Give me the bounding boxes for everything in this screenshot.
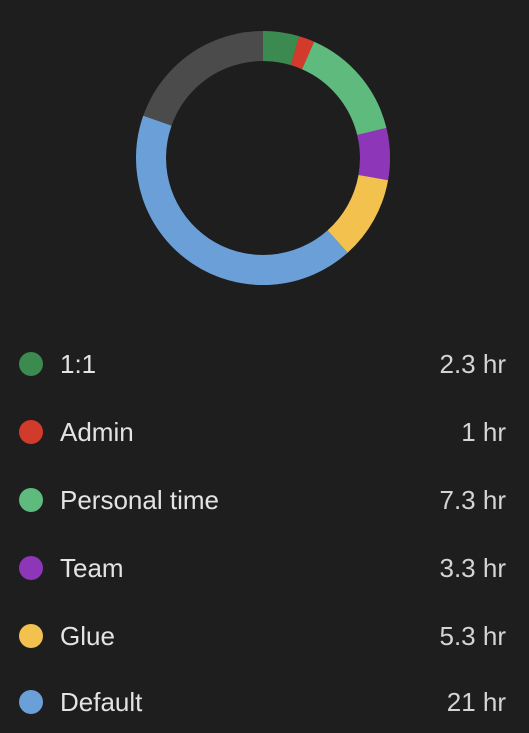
donut-chart: [136, 31, 390, 285]
legend-value: 2.3 hr: [439, 349, 507, 379]
legend-label: Glue: [60, 621, 115, 651]
legend-item-one-on-one[interactable]: 1:1 2.3 hr: [0, 344, 529, 384]
legend-value: 7.3 hr: [439, 485, 507, 515]
legend-dot-one-on-one: [19, 352, 43, 376]
legend-dot-admin: [19, 420, 43, 444]
donut-segment-team[interactable]: [357, 127, 390, 181]
legend-value: 5.3 hr: [439, 621, 507, 651]
legend-item-personal-time[interactable]: Personal time 7.3 hr: [0, 480, 529, 520]
legend-value: 21 hr: [446, 687, 506, 717]
legend-label: Personal time: [60, 485, 219, 515]
legend-item-team[interactable]: Team 3.3 hr: [0, 548, 529, 588]
legend-label: Default: [60, 687, 143, 717]
donut-segment-personal-time[interactable]: [301, 41, 387, 136]
legend-item-glue[interactable]: Glue 5.3 hr: [0, 616, 529, 656]
legend-dot-team: [19, 556, 43, 580]
legend-dot-glue: [19, 624, 43, 648]
donut-segment-1-1[interactable]: [262, 31, 300, 66]
legend-label: Team: [60, 553, 124, 583]
legend-value: 3.3 hr: [439, 553, 507, 583]
legend-item-admin[interactable]: Admin 1 hr: [0, 412, 529, 452]
donut-segment-default[interactable]: [136, 115, 348, 285]
legend-value: 1 hr: [461, 417, 506, 447]
donut-segment-glue[interactable]: [327, 174, 389, 253]
legend-label: 1:1: [60, 349, 97, 379]
legend-item-default[interactable]: Default 21 hr: [0, 682, 529, 722]
legend-label: Admin: [60, 417, 134, 447]
time-breakdown-donut: [0, 0, 529, 320]
legend-dot-default: [19, 690, 43, 714]
donut-segment-admin[interactable]: [290, 36, 315, 70]
legend-dot-personal-time: [19, 488, 43, 512]
